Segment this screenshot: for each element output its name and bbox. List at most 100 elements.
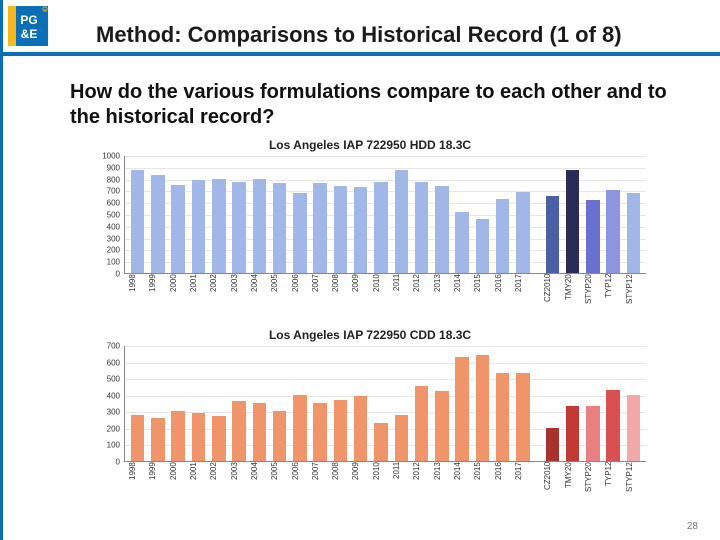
x-tick-label: 2000: [169, 462, 186, 510]
x-tick-label: 2006: [291, 274, 308, 322]
x-tick-label: 2015: [473, 462, 490, 510]
chart-bar: [454, 212, 471, 273]
company-logo: PG &E R: [8, 6, 48, 50]
x-tick-label: 2006: [291, 462, 308, 510]
chart-bar: [454, 357, 471, 461]
chart1-title: Los Angeles IAP 722950 HDD 18.3C: [90, 138, 650, 152]
chart-bar: [544, 196, 561, 273]
chart-bar: [271, 411, 288, 461]
chart-bar: [625, 193, 642, 273]
chart-bar: [433, 391, 450, 461]
chart-bar: [625, 395, 642, 461]
chart-bar: [332, 186, 349, 273]
chart-bar: [210, 179, 227, 273]
chart-bar: [129, 415, 146, 461]
y-tick-label: 200: [90, 424, 120, 433]
y-tick-label: 500: [90, 211, 120, 220]
x-tick-label: 2002: [209, 462, 226, 510]
x-tick-label: 2003: [230, 274, 247, 322]
chart-bar: [149, 418, 166, 461]
chart-bar: [564, 170, 581, 273]
svg-text:PG: PG: [20, 13, 37, 27]
chart-bar: [604, 390, 621, 461]
y-tick-label: 600: [90, 199, 120, 208]
chart-bar: [332, 400, 349, 461]
chart-bar: [494, 373, 511, 461]
cdd-bar-chart: 0100200300400500600700199819992000200120…: [90, 344, 650, 510]
x-tick-label: CZ2010: [543, 274, 560, 322]
y-tick-label: 800: [90, 175, 120, 184]
x-tick-label: 2009: [351, 274, 368, 322]
chart-bar: [413, 386, 430, 461]
x-tick-label: TMY20: [564, 462, 581, 510]
x-tick-label: 1998: [128, 274, 145, 322]
chart-bar: [230, 182, 247, 273]
chart-bar: [393, 170, 410, 273]
x-tick-label: 2009: [351, 462, 368, 510]
left-accent-stripe: [0, 0, 3, 540]
svg-text:&E: &E: [21, 27, 38, 41]
x-tick-label: TYP12: [604, 462, 621, 510]
x-tick-label: 2008: [331, 274, 348, 322]
x-tick-label: TYP12: [604, 274, 621, 322]
chart-bar: [149, 175, 166, 273]
chart-bar: [584, 406, 601, 461]
y-tick-label: 1000: [90, 152, 120, 161]
chart-bar: [413, 182, 430, 273]
x-tick-label: 2016: [494, 274, 511, 322]
x-tick-label: STYP20: [584, 462, 601, 510]
x-tick-label: 1999: [148, 462, 165, 510]
x-tick-label: 2014: [453, 274, 470, 322]
title-underline: [0, 52, 720, 56]
x-tick-label: 2007: [311, 274, 328, 322]
chart-bar: [170, 185, 187, 274]
chart-bar: [514, 373, 531, 461]
x-tick-label: 2011: [392, 462, 409, 510]
chart-bar: [584, 200, 601, 273]
chart-bar: [129, 170, 146, 273]
x-tick-label: TMY20: [564, 274, 581, 322]
x-tick-label: 2013: [433, 462, 450, 510]
chart-bar: [210, 416, 227, 461]
y-tick-label: 200: [90, 246, 120, 255]
y-tick-label: 700: [90, 342, 120, 351]
x-tick-label: 2003: [230, 462, 247, 510]
chart-bar: [312, 183, 329, 273]
chart-bar: [514, 192, 531, 273]
chart-bar: [251, 179, 268, 273]
y-tick-label: 400: [90, 222, 120, 231]
chart-bar: [190, 180, 207, 273]
chart-bar: [251, 403, 268, 461]
x-tick-label: 2011: [392, 274, 409, 322]
y-tick-label: 500: [90, 375, 120, 384]
chart-bar: [271, 183, 288, 273]
y-tick-label: 900: [90, 163, 120, 172]
x-tick-label: 2016: [494, 462, 511, 510]
chart-bar: [230, 401, 247, 461]
x-tick-label: 2017: [514, 462, 531, 510]
x-tick-label: 2010: [372, 462, 389, 510]
y-tick-label: 300: [90, 408, 120, 417]
hdd-bar-chart: 0100200300400500600700800900100019981999…: [90, 154, 650, 322]
y-tick-label: 100: [90, 441, 120, 450]
x-tick-label: 2000: [169, 274, 186, 322]
y-tick-label: 100: [90, 258, 120, 267]
chart-bar: [494, 199, 511, 273]
page-number: 28: [687, 521, 698, 532]
x-tick-label: 2012: [412, 274, 429, 322]
x-tick-label: 2001: [189, 462, 206, 510]
x-tick-label: 2004: [250, 462, 267, 510]
x-tick-label: STYP12: [625, 462, 642, 510]
x-tick-label: 1998: [128, 462, 145, 510]
chart-bar: [544, 428, 561, 461]
chart-bar: [393, 415, 410, 461]
x-tick-label: STYP20: [584, 274, 601, 322]
x-tick-label: 1999: [148, 274, 165, 322]
x-tick-label: 2004: [250, 274, 267, 322]
chart-bar: [372, 423, 389, 461]
chart-bar: [372, 182, 389, 273]
x-tick-label: 2002: [209, 274, 226, 322]
slide-title: Method: Comparisons to Historical Record…: [52, 14, 720, 48]
x-tick-label: 2005: [270, 462, 287, 510]
y-tick-label: 0: [90, 458, 120, 467]
